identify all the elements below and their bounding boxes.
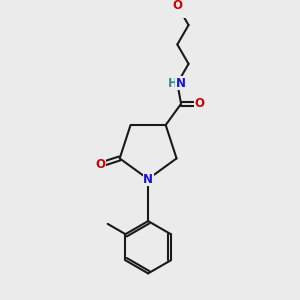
Text: N: N [143,172,153,186]
Text: O: O [95,158,105,171]
Text: N: N [176,77,186,90]
Text: O: O [195,97,205,110]
Text: H: H [168,77,178,90]
Text: O: O [172,0,182,12]
